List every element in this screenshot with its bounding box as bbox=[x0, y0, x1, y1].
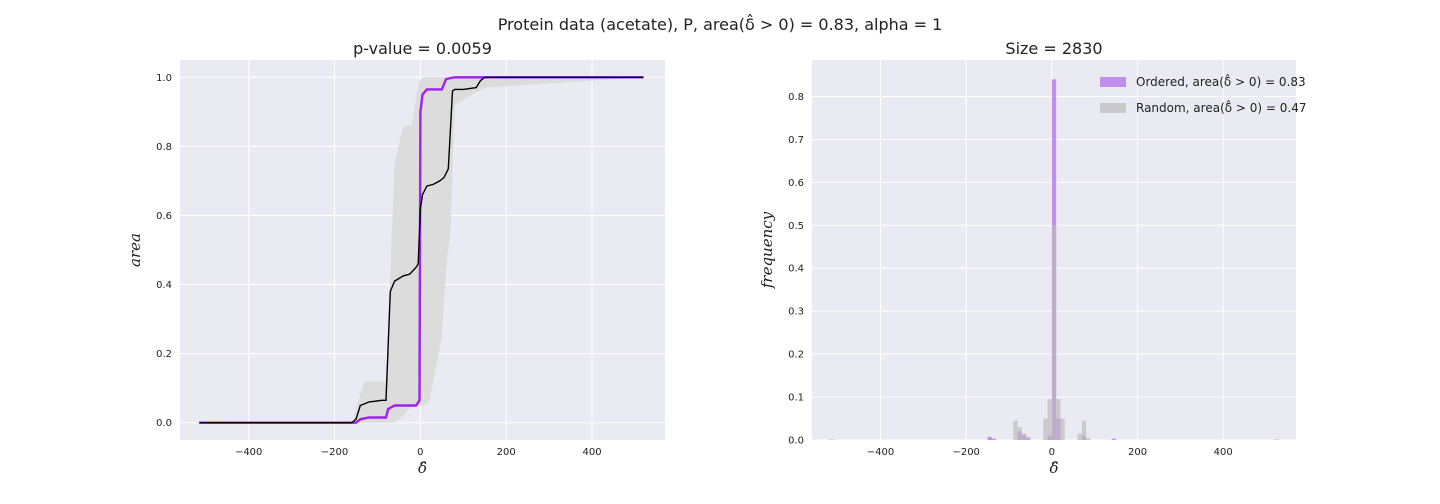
right-y-tick-label: 0.4 bbox=[788, 264, 804, 275]
hist-bar-0 bbox=[987, 436, 992, 440]
histogram-plot: Ordered, area(δ̂ > 0) = 0.83 Random, area… bbox=[758, 39, 1307, 477]
right-y-tick-label: 0.1 bbox=[788, 393, 804, 404]
right-plot-title: Size = 2830 bbox=[1005, 39, 1102, 58]
hist-bar-1 bbox=[1021, 433, 1027, 440]
right-x-tick-label: 400 bbox=[1214, 447, 1233, 458]
right-x-axis-label: δ̂ bbox=[1049, 459, 1058, 477]
right-y-tick-label: 0.8 bbox=[788, 92, 804, 103]
right-x-tick-label: 0 bbox=[1049, 447, 1055, 458]
right-x-tick-label: −200 bbox=[952, 447, 979, 458]
right-x-tick-label: −400 bbox=[867, 447, 894, 458]
left-x-tick-label: 200 bbox=[497, 447, 516, 458]
right-y-tick-label: 0.3 bbox=[788, 307, 804, 318]
left-y-tick-label: 0.2 bbox=[156, 349, 172, 360]
left-x-tick-label: −200 bbox=[321, 447, 348, 458]
legend-label-1: Random, area(δ̂ > 0) = 0.47 bbox=[1136, 99, 1307, 115]
cdf-plot: −400 −200 0 200 400 0.0 0.2 0.4 0.6 0.8 1.0 p-value… bbox=[126, 39, 665, 477]
left-plot-title: p-value = 0.0059 bbox=[353, 39, 492, 58]
hist-bar-1 bbox=[1086, 437, 1091, 440]
left-y-tick-label: 0.4 bbox=[156, 280, 172, 291]
right-y-tick-label: 0.2 bbox=[788, 350, 804, 361]
hist-bar-1 bbox=[1077, 433, 1082, 440]
left-y-tick-label: 1.0 bbox=[156, 73, 172, 84]
hist-bar-1 bbox=[1047, 399, 1052, 440]
hist-bar-0 bbox=[1111, 438, 1117, 440]
right-x-tick-label: 200 bbox=[1128, 447, 1147, 458]
legend-swatch-0 bbox=[1100, 77, 1126, 87]
left-series-line-0 bbox=[199, 76, 644, 424]
right-y-axis-label: frequency bbox=[758, 211, 776, 289]
hist-bar-1 bbox=[1060, 418, 1065, 440]
left-y-tick-label: 0.6 bbox=[156, 211, 172, 222]
left-x-axis-label: δ̂ bbox=[418, 459, 427, 477]
left-y-tick-label: 0.0 bbox=[156, 418, 172, 429]
left-y-tick-label: 0.8 bbox=[156, 142, 172, 153]
hist-bar-0 bbox=[991, 438, 997, 440]
left-x-tick-label: 0 bbox=[417, 447, 423, 458]
right-y-tick-label: 0.0 bbox=[788, 436, 804, 447]
right-y-tick-label: 0.7 bbox=[788, 135, 804, 146]
right-y-tick-label: 0.5 bbox=[788, 221, 804, 232]
left-x-tick-label: −400 bbox=[235, 447, 262, 458]
right-y-tick-label: 0.6 bbox=[788, 178, 804, 189]
legend-label-0: Ordered, area(δ̂ > 0) = 0.83 bbox=[1136, 73, 1306, 89]
hist-bar-1 bbox=[1043, 418, 1048, 440]
legend: Ordered, area(δ̂ > 0) = 0.83 Random, area… bbox=[1100, 73, 1307, 115]
figure-suptitle: Protein data (acetate), P, area(δ̂ > 0) … bbox=[498, 14, 943, 34]
left-confidence-band bbox=[199, 77, 644, 423]
legend-swatch-1 bbox=[1100, 103, 1126, 113]
left-series-line-1 bbox=[199, 76, 644, 424]
left-y-axis-label: area bbox=[126, 233, 144, 267]
hist-bar-1 bbox=[1026, 437, 1031, 440]
hist-bar-1 bbox=[1056, 399, 1061, 440]
hist-bar-1 bbox=[1017, 427, 1022, 440]
hist-bar-1 bbox=[1081, 420, 1087, 440]
hist-bar-1 bbox=[1051, 225, 1057, 440]
left-x-tick-label: 400 bbox=[582, 447, 601, 458]
hist-bar-1 bbox=[1013, 420, 1018, 440]
